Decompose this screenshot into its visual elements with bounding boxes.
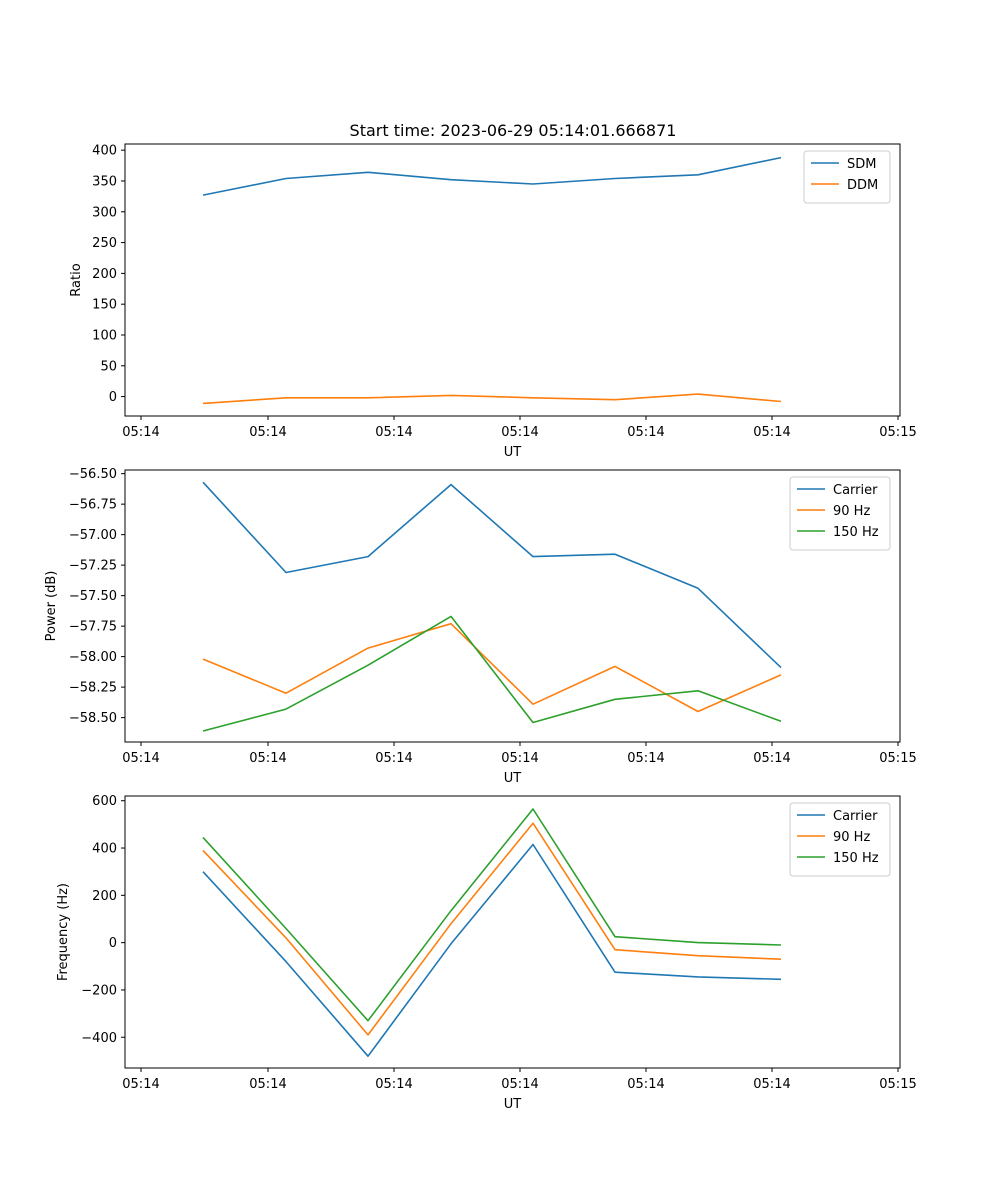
chart-panel-3: 05:14 05:14 05:14 05:14 05:14 05:14 05:15 −400 −…: [56, 794, 917, 1112]
x-tick-label: 05:14: [627, 1077, 664, 1092]
y-tick-label: −56.50: [69, 467, 117, 482]
figure-title: Start time: 2023-06-29 05:14:01.666871: [350, 121, 677, 140]
y-tick-label: 400: [92, 842, 117, 857]
series-line-sdm: [202, 156, 782, 196]
chart-panel-1: 05:14 05:14 05:14 05:14 05:14 05:14 05:15 0 50 10…: [69, 143, 917, 460]
axes-frame: [124, 795, 901, 1069]
series-line-carrier: [202, 843, 782, 1057]
y-tick-label: −57.75: [69, 620, 117, 635]
x-tick-label: 05:14: [627, 751, 664, 766]
legend: SDM DDM: [803, 150, 891, 204]
x-tick-label: 05:14: [249, 425, 286, 440]
legend-label: Carrier: [833, 809, 878, 824]
x-tick-label: 05:14: [122, 751, 159, 766]
x-axis-label: UT: [504, 1097, 522, 1112]
x-tick-label: 05:14: [753, 425, 790, 440]
x-tick-label: 05:14: [249, 751, 286, 766]
y-tick-label: 0: [109, 390, 117, 405]
axes-frame: [124, 469, 901, 743]
y-tick-label: 400: [92, 144, 117, 159]
x-tick-label: 05:15: [879, 425, 916, 440]
y-tick-label: −58.00: [69, 650, 117, 665]
x-axis-label: UT: [504, 771, 522, 786]
series-line-150-hz: [202, 808, 782, 1022]
x-tick-label: 05:14: [501, 425, 538, 440]
y-tick-label: 50: [100, 359, 117, 374]
x-axis-label: UT: [504, 445, 522, 460]
x-tick-label: 05:14: [501, 1077, 538, 1092]
x-tick-label: 05:14: [375, 751, 412, 766]
y-axis-label: Power (dB): [44, 571, 59, 642]
x-tick-label: 05:14: [122, 425, 159, 440]
x-tick-label: 05:14: [501, 751, 538, 766]
legend-label: DDM: [847, 178, 878, 193]
series-line-150-hz: [202, 615, 782, 732]
y-tick-label: −200: [81, 983, 117, 998]
y-tick-label: 300: [92, 205, 117, 220]
x-tick-label: 05:14: [753, 751, 790, 766]
x-tick-label: 05:14: [627, 425, 664, 440]
legend-label: 150 Hz: [833, 525, 879, 540]
y-axis-label: Frequency (Hz): [56, 883, 71, 981]
y-tick-label: 250: [92, 236, 117, 251]
legend-box: [803, 150, 891, 204]
x-tick-label: 05:14: [249, 1077, 286, 1092]
y-tick-label: 150: [92, 298, 117, 313]
y-tick-label: −400: [81, 1031, 117, 1046]
x-tick-label: 05:15: [879, 751, 916, 766]
y-tick-label: 600: [92, 794, 117, 809]
series-line-90-hz: [202, 622, 782, 713]
y-tick-label: 350: [92, 174, 117, 189]
legend-label: 90 Hz: [833, 830, 870, 845]
y-tick-label: −56.75: [69, 498, 117, 513]
y-tick-label: −57.25: [69, 559, 117, 574]
y-tick-label: 200: [92, 267, 117, 282]
legend-label: 150 Hz: [833, 851, 879, 866]
series-line-ddm: [202, 393, 782, 405]
x-tick-label: 05:15: [879, 1077, 916, 1092]
y-tick-label: 0: [109, 936, 117, 951]
series-line-90-hz: [202, 822, 782, 1036]
y-axis-label: Ratio: [69, 263, 84, 296]
y-tick-label: −57.00: [69, 528, 117, 543]
y-tick-label: 100: [92, 328, 117, 343]
legend: Carrier 90 Hz 150 Hz: [789, 802, 891, 877]
legend-label: Carrier: [833, 483, 878, 498]
x-tick-label: 05:14: [375, 425, 412, 440]
series-line-carrier: [202, 481, 782, 669]
legend-label: 90 Hz: [833, 504, 870, 519]
x-tick-label: 05:14: [375, 1077, 412, 1092]
axes-frame: [124, 143, 901, 417]
y-tick-label: −58.25: [69, 681, 117, 696]
x-tick-label: 05:14: [753, 1077, 790, 1092]
legend-label: SDM: [847, 157, 876, 172]
y-tick-label: −57.50: [69, 589, 117, 604]
x-tick-label: 05:14: [122, 1077, 159, 1092]
chart-panel-2: 05:14 05:14 05:14 05:14 05:14 05:14 05:15 −58.5…: [44, 467, 917, 786]
y-tick-label: −58.50: [69, 711, 117, 726]
legend: Carrier 90 Hz 150 Hz: [789, 476, 891, 551]
y-tick-label: 200: [92, 889, 117, 904]
